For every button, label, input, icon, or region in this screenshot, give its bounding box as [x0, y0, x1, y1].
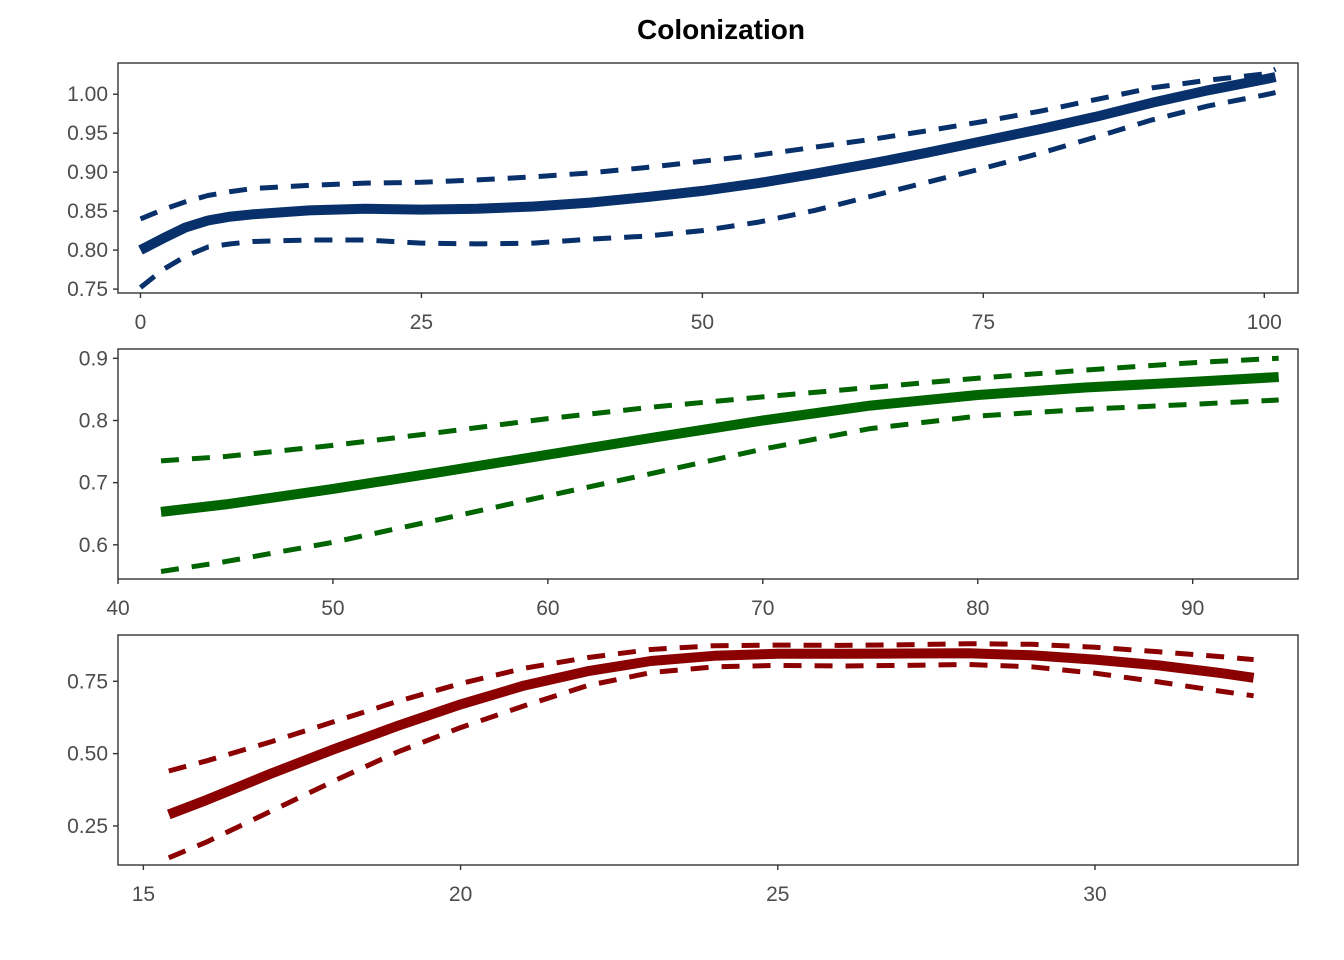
series-estimate-line-top — [138, 72, 1277, 255]
y-tick-label: 0.85 — [67, 200, 108, 223]
x-tick-label: 40 — [106, 597, 129, 620]
series-lower-line-middle — [160, 397, 1279, 574]
y-tick-label: 0.8 — [79, 409, 108, 432]
panel-frame-bottom — [117, 634, 1299, 866]
x-tick-label: 80 — [966, 597, 989, 620]
series-lower-line-top — [138, 90, 1277, 290]
y-tick-label: 0.75 — [67, 670, 108, 693]
x-tick-label: 30 — [1083, 883, 1106, 906]
y-tick-label: 0.90 — [67, 161, 108, 184]
series-estimate-line-bottom — [167, 648, 1255, 820]
x-tick-label: 90 — [1181, 597, 1204, 620]
x-tick-label: 25 — [766, 883, 789, 906]
series-upper-line-middle — [160, 355, 1279, 464]
x-tick-label: 70 — [751, 597, 774, 620]
x-tick-label: 25 — [410, 311, 433, 334]
y-tick-label: 0.75 — [67, 278, 108, 301]
x-tick-label: 15 — [132, 883, 155, 906]
chart-panel-middle: 0.6 0.7 0.8 0.9 40 50 60 70 80 90 — [79, 347, 1299, 620]
x-tick-label: 0 — [135, 311, 147, 334]
y-tick-label: 0.50 — [67, 743, 108, 766]
y-tick-label: 0.80 — [67, 239, 108, 262]
chart-title: Colonization — [637, 14, 805, 45]
x-tick-label: 75 — [972, 311, 995, 334]
x-tick-label: 50 — [691, 311, 714, 334]
series-upper-line-top — [139, 66, 1277, 222]
panel-frame-middle — [117, 348, 1299, 580]
series-upper-line-bottom — [168, 641, 1254, 774]
y-tick-label: 0.9 — [79, 347, 108, 370]
y-tick-label: 0.7 — [79, 472, 108, 495]
x-tick-label: 100 — [1247, 311, 1282, 334]
y-tick-label: 0.95 — [67, 122, 108, 145]
x-tick-label: 50 — [321, 597, 344, 620]
series-estimate-line-middle — [160, 372, 1279, 517]
x-tick-label: 60 — [536, 597, 559, 620]
x-tick-label: 20 — [449, 883, 472, 906]
series-lower-line-bottom — [167, 662, 1254, 861]
panel-frame-top — [117, 62, 1299, 294]
y-tick-label: 0.25 — [67, 815, 108, 838]
y-tick-label: 0.6 — [79, 534, 108, 557]
chart-panel-bottom: 0.25 0.50 0.75 15 20 25 30 — [67, 634, 1299, 906]
chart-panel-top: 0.75 0.80 0.85 0.90 0.95 1.00 0 25 50 75 100 — [67, 62, 1299, 334]
y-tick-label: 1.00 — [67, 83, 108, 106]
